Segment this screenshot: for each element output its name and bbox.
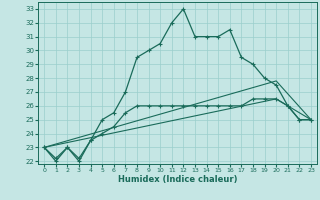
X-axis label: Humidex (Indice chaleur): Humidex (Indice chaleur)	[118, 175, 237, 184]
